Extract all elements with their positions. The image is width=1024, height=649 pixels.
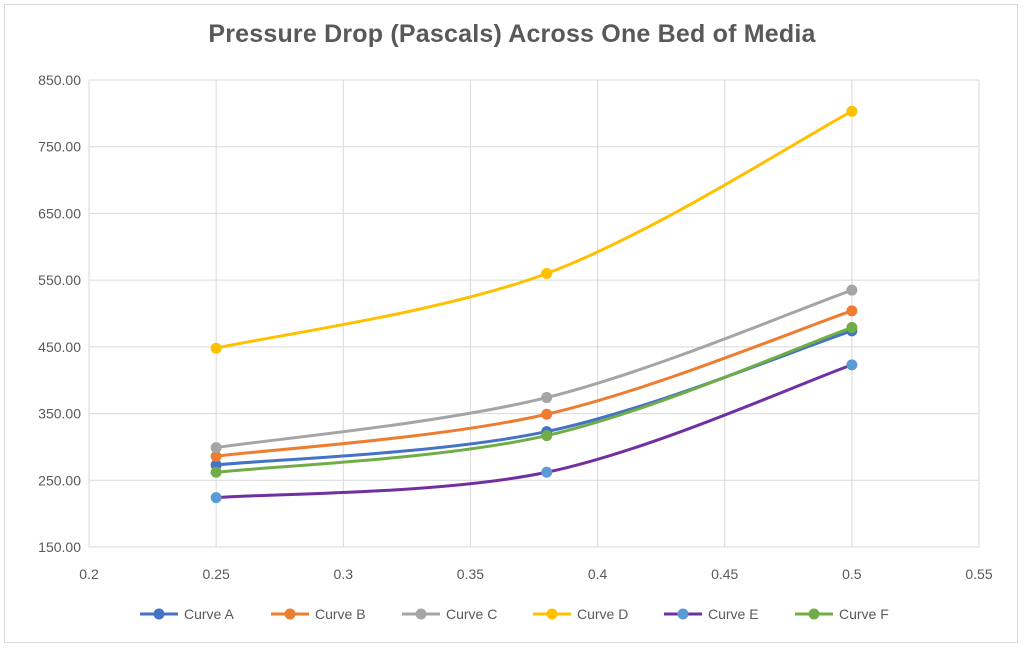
legend-swatch-marker bbox=[415, 608, 427, 620]
data-point bbox=[210, 466, 222, 478]
series-layer bbox=[210, 105, 858, 504]
legend-label: Curve E bbox=[708, 606, 759, 622]
series-curve-e bbox=[210, 359, 858, 504]
legend-item: Curve D bbox=[533, 606, 628, 622]
legend-label: Curve A bbox=[184, 606, 234, 622]
data-point bbox=[210, 450, 222, 462]
legend-swatch-marker bbox=[546, 608, 558, 620]
legend-swatch-marker bbox=[808, 608, 820, 620]
legend-item: Curve E bbox=[664, 606, 759, 622]
y-tick-label: 450.00 bbox=[38, 339, 81, 355]
y-tick-label: 550.00 bbox=[38, 272, 81, 288]
x-tick-label: 0.5 bbox=[842, 566, 862, 582]
data-point bbox=[846, 322, 858, 334]
legend: Curve A Curve B Curve C Curve D Curve E Curve… bbox=[140, 606, 889, 622]
legend-item: Curve B bbox=[271, 606, 366, 622]
legend-label: Curve F bbox=[839, 606, 889, 622]
data-point bbox=[846, 305, 858, 317]
y-tick-label: 750.00 bbox=[38, 139, 81, 155]
y-tick-label: 250.00 bbox=[38, 472, 81, 488]
series-curve-d bbox=[210, 105, 858, 354]
data-point bbox=[846, 105, 858, 117]
x-tick-label: 0.2 bbox=[79, 566, 99, 582]
axis-layer: 150.00 250.00 350.00 450.00 550.00 650.00 750.… bbox=[38, 72, 993, 582]
legend-label: Curve C bbox=[446, 606, 497, 622]
legend-swatch-marker bbox=[284, 608, 296, 620]
legend-swatch-marker bbox=[153, 608, 165, 620]
y-tick-label: 350.00 bbox=[38, 406, 81, 422]
series-curve-f bbox=[210, 322, 858, 478]
series-line bbox=[214, 363, 854, 500]
series-curve-c bbox=[210, 284, 858, 454]
series-curve-b bbox=[210, 305, 858, 462]
legend-label: Curve B bbox=[315, 606, 366, 622]
legend-item: Curve F bbox=[795, 606, 889, 622]
data-point bbox=[541, 408, 553, 420]
data-point bbox=[846, 284, 858, 296]
series-line bbox=[214, 329, 854, 467]
data-point bbox=[541, 267, 553, 279]
legend-label: Curve D bbox=[577, 606, 628, 622]
series-line bbox=[214, 288, 854, 450]
data-point bbox=[210, 442, 222, 454]
legend-item: Curve A bbox=[140, 606, 234, 622]
data-point bbox=[846, 359, 858, 371]
x-tick-label: 0.45 bbox=[711, 566, 738, 582]
y-tick-label: 850.00 bbox=[38, 72, 81, 88]
legend-item: Curve C bbox=[402, 606, 497, 622]
chart-title: Pressure Drop (Pascals) Across One Bed o… bbox=[208, 20, 816, 48]
data-point bbox=[541, 430, 553, 442]
x-tick-label: 0.35 bbox=[457, 566, 484, 582]
x-tick-label: 0.4 bbox=[588, 566, 608, 582]
x-tick-label: 0.3 bbox=[334, 566, 354, 582]
data-point bbox=[541, 392, 553, 404]
data-point bbox=[541, 466, 553, 478]
x-tick-label: 0.25 bbox=[203, 566, 230, 582]
data-point bbox=[210, 492, 222, 504]
legend-swatch-marker bbox=[677, 608, 689, 620]
data-point bbox=[210, 342, 222, 354]
y-tick-label: 150.00 bbox=[38, 539, 81, 555]
y-tick-label: 650.00 bbox=[38, 205, 81, 221]
x-tick-label: 0.55 bbox=[965, 566, 992, 582]
